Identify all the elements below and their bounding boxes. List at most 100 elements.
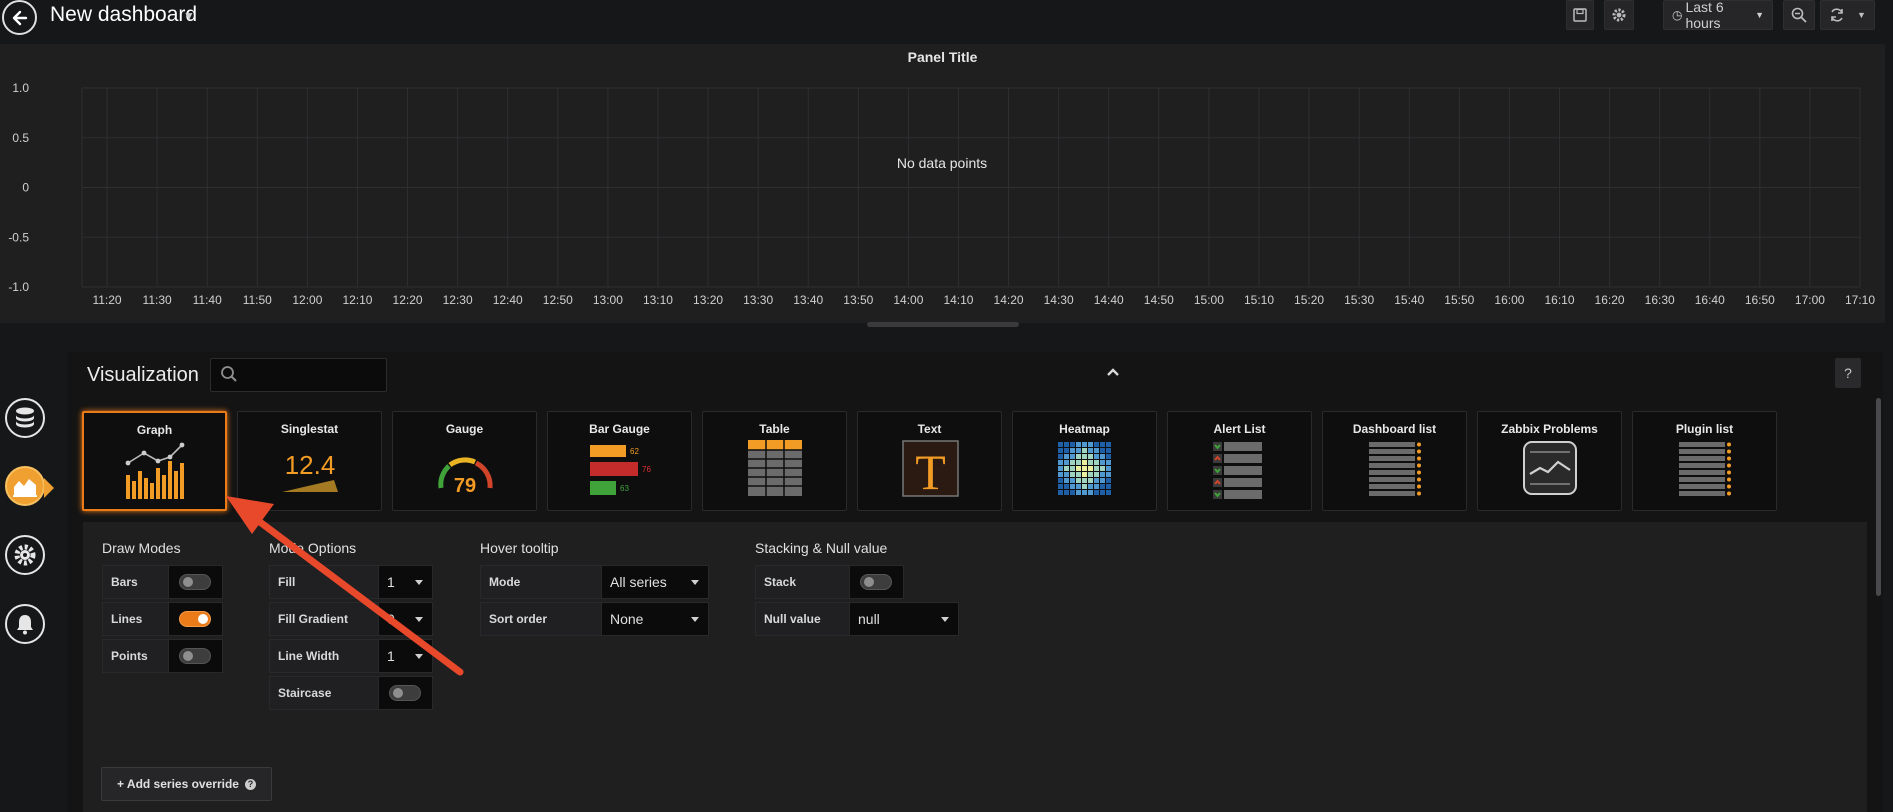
graph-panel[interactable]: Panel Title 1.0 0.5 0 -0.5 -1.0 11:20 11:30 11:… [0,44,1885,323]
sidebar-alert-button[interactable] [5,604,45,644]
panel-title[interactable]: Panel Title [907,49,978,65]
heatmap-cell [1100,442,1105,447]
caret-down-icon [415,654,423,659]
heatmap-cell [1070,484,1075,489]
viz-card-text[interactable]: Text T [857,411,1002,511]
caret-down-icon[interactable]: ▼ [183,9,195,23]
viz-card-bar-gauge[interactable]: Bar Gauge 62 76 63 [547,411,692,511]
refresh-icon [1831,8,1843,22]
dashboard-title[interactable]: New dashboard [50,3,198,26]
viz-search-box[interactable] [210,358,387,392]
viz-card-label: Alert List [1213,422,1266,436]
panel-resize-handle[interactable] [867,322,1019,327]
zoom-out-icon [1791,7,1807,23]
x-tick-label: 12:20 [393,293,423,307]
heatmap-cell [1100,484,1105,489]
zoom-out-button[interactable] [1783,0,1815,30]
sidebar-general-button[interactable] [5,535,45,575]
heatmap-cell [1064,448,1069,453]
lines-toggle-box[interactable] [168,602,223,636]
x-tick-label: 13:10 [643,293,673,307]
time-picker-button[interactable]: ◷ Last 6 hours ▼ [1663,0,1773,31]
x-tick-label: 16:40 [1695,293,1725,307]
heatmap-cell [1106,478,1111,483]
viz-card-dashboard-list[interactable]: Dashboard list [1322,411,1467,511]
save-dashboard-button[interactable] [1566,0,1594,30]
chevron-up-icon[interactable] [1103,362,1123,382]
heatmap-cell [1082,448,1087,453]
heatmap-cell [1082,478,1087,483]
refresh-button[interactable]: ▼ [1820,0,1875,30]
fill-gradient-value: 0 [387,611,395,627]
heatmap-cell [1064,472,1069,477]
panel-scrollbar[interactable] [1876,398,1881,596]
heatmap-cell [1058,472,1063,477]
line-width-label: Line Width [269,639,379,673]
heatmap-cell [1106,448,1111,453]
viz-card-alert-list[interactable]: Alert List [1167,411,1312,511]
back-button[interactable] [2,0,37,35]
line-width-select[interactable]: 1 [378,639,433,673]
heatmap-cell [1106,460,1111,465]
heatmap-cell [1070,466,1075,471]
bars-label: Bars [102,565,169,599]
bars-toggle-box[interactable] [168,565,223,599]
viz-card-label: Dashboard list [1352,422,1437,436]
viz-card-singlestat[interactable]: Singlestat 12.4 [237,411,382,511]
heatmap-cell [1094,454,1099,459]
fill-select[interactable]: 1 [378,565,433,599]
heatmap-cell [1094,478,1099,483]
heatmap-cell [1058,484,1063,489]
null-value-select[interactable]: null [849,602,959,636]
heatmap-cell [1058,466,1063,471]
heatmap-cell [1058,478,1063,483]
heatmap-cell [1064,466,1069,471]
tooltip-mode-select[interactable]: All series [601,565,709,599]
viz-card-label: Table [759,422,790,436]
x-tick-label: 17:10 [1845,293,1875,307]
singlestat-viz-icon: 12.4 [282,450,338,492]
zabbix-problems-viz-icon [1523,441,1577,495]
add-series-override-button[interactable]: + Add series override ? [101,767,272,801]
x-tick-label: 11:50 [243,293,272,307]
heatmap-cell [1088,472,1093,477]
heatmap-cell [1082,466,1087,471]
points-toggle-box[interactable] [168,639,223,673]
help-button[interactable]: ? [1835,358,1861,388]
heatmap-cell [1064,490,1069,495]
heatmap-cell [1100,490,1105,495]
stack-switch[interactable] [860,574,892,590]
fill-gradient-select[interactable]: 0 [378,602,433,636]
lines-switch[interactable] [179,611,211,627]
x-tick-label: 15:30 [1344,293,1374,307]
viz-card-zabbix-problems[interactable]: Zabbix Problems [1477,411,1622,511]
viz-card-plugin-list[interactable]: Plugin list [1632,411,1777,511]
staircase-toggle-box[interactable] [378,676,433,710]
tooltip-mode-value: All series [610,574,667,590]
staircase-switch[interactable] [389,685,421,701]
stack-toggle-box[interactable] [849,565,904,599]
settings-button[interactable] [1604,0,1634,30]
sidebar-visualization-button[interactable] [5,466,45,506]
plugin-list-viz-icon [1679,442,1731,496]
sort-order-select[interactable]: None [601,602,709,636]
area-chart-icon [13,479,37,497]
heatmap-cell [1070,472,1075,477]
heatmap-cell [1100,478,1105,483]
x-tick-label: 14:40 [1094,293,1124,307]
y-tick-label: -0.5 [8,230,29,244]
viz-card-table[interactable]: Table [702,411,847,511]
viz-card-heatmap[interactable]: Heatmap [1012,411,1157,511]
bars-switch[interactable] [179,574,211,590]
alert-list-viz-icon [1213,442,1262,499]
sidebar-queries-button[interactable] [5,398,45,438]
x-tick-label: 14:50 [1144,293,1174,307]
viz-card-graph[interactable]: Graph [82,411,227,511]
points-switch[interactable] [179,648,211,664]
viz-search-input[interactable] [241,363,381,387]
viz-card-gauge[interactable]: Gauge 79 [392,411,537,511]
heatmap-cell [1088,484,1093,489]
x-tick-label: 16:10 [1544,293,1574,307]
viz-card-label: Heatmap [1059,422,1110,436]
heatmap-cell [1058,460,1063,465]
